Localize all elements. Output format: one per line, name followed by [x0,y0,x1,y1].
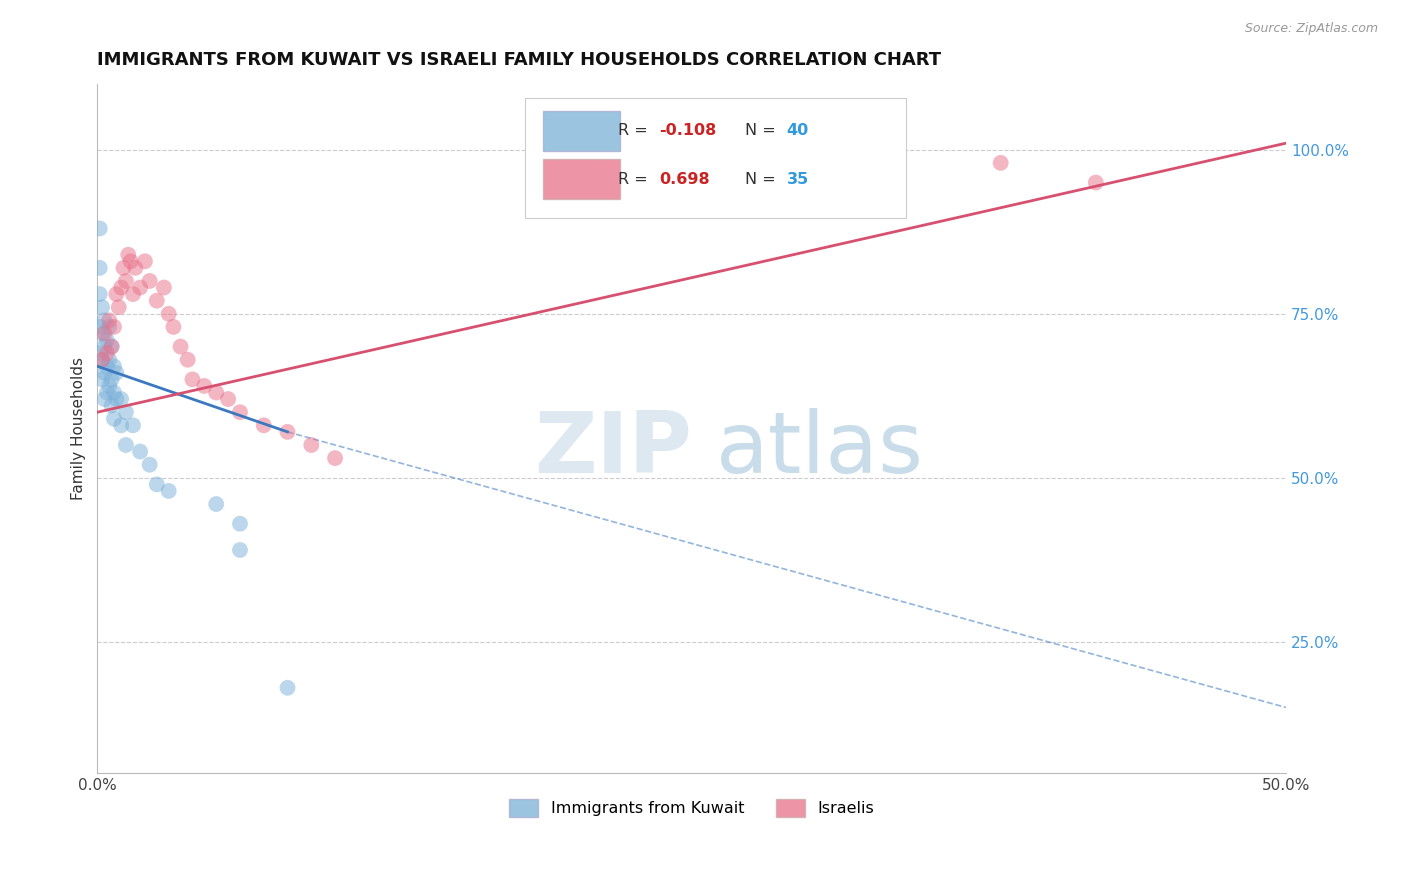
Legend: Immigrants from Kuwait, Israelis: Immigrants from Kuwait, Israelis [502,792,880,823]
Point [91,300,114,314]
Point [105,287,128,301]
Point [120,254,142,268]
Point [110,418,132,433]
Point [89,319,111,334]
Point [134,254,156,268]
Point [176,352,198,367]
Point [1084,176,1107,190]
FancyBboxPatch shape [526,98,905,219]
Point [107,300,129,314]
Point [98,379,121,393]
Point [122,287,145,301]
Point [181,372,204,386]
Point [93,392,115,406]
Point [98,352,121,367]
Point [253,418,276,433]
Point [93,340,115,354]
Point [89,287,111,301]
Point [93,313,115,327]
Point [89,260,111,275]
Point [115,274,138,288]
Point [105,366,128,380]
Point [105,392,128,406]
Point [205,385,228,400]
Text: N =: N = [745,123,780,138]
Point [138,458,160,472]
Text: ZIP: ZIP [534,408,692,491]
Text: 35: 35 [787,171,808,186]
Point [153,280,176,294]
Text: R =: R = [619,171,652,186]
Point [193,379,215,393]
Point [323,451,346,466]
Point [299,438,322,452]
Point [93,366,115,380]
Text: 40: 40 [787,123,808,138]
Point [229,516,252,531]
Point [146,293,169,308]
Point [115,438,138,452]
Point [112,260,135,275]
Point [96,385,118,400]
Text: 0.698: 0.698 [659,171,710,186]
Text: IMMIGRANTS FROM KUWAIT VS ISRAELI FAMILY HOUSEHOLDS CORRELATION CHART: IMMIGRANTS FROM KUWAIT VS ISRAELI FAMILY… [97,51,942,69]
Point [110,392,132,406]
Point [129,444,152,458]
Point [157,307,180,321]
Point [277,681,299,695]
Point [89,221,111,235]
Y-axis label: Family Households: Family Households [72,357,86,500]
Point [103,359,125,374]
Point [96,359,118,374]
Text: atlas: atlas [716,408,924,491]
Point [205,497,228,511]
Point [146,477,169,491]
Point [229,405,252,419]
Point [157,483,180,498]
Point [138,274,160,288]
Point [277,425,299,439]
Point [100,372,122,386]
Text: Source: ZipAtlas.com: Source: ZipAtlas.com [1244,22,1378,36]
Text: N =: N = [745,171,780,186]
Point [229,543,252,558]
FancyBboxPatch shape [543,111,620,151]
Point [100,340,122,354]
Point [91,326,114,341]
Point [98,319,121,334]
Point [93,326,115,341]
Point [122,418,145,433]
Point [169,340,191,354]
Point [990,156,1012,170]
Point [115,405,138,419]
FancyBboxPatch shape [543,159,620,199]
Point [124,260,146,275]
Point [103,385,125,400]
Point [100,340,122,354]
Point [100,399,122,413]
Point [96,346,118,360]
Text: R =: R = [619,123,652,138]
Point [91,352,114,367]
Point [103,319,125,334]
Point [117,248,139,262]
Point [96,333,118,347]
Point [91,372,114,386]
Point [162,319,184,334]
Point [110,280,132,294]
Point [129,280,152,294]
Point [103,411,125,425]
Point [89,346,111,360]
Point [98,313,121,327]
Text: -0.108: -0.108 [659,123,717,138]
Point [217,392,239,406]
Point [91,352,114,367]
